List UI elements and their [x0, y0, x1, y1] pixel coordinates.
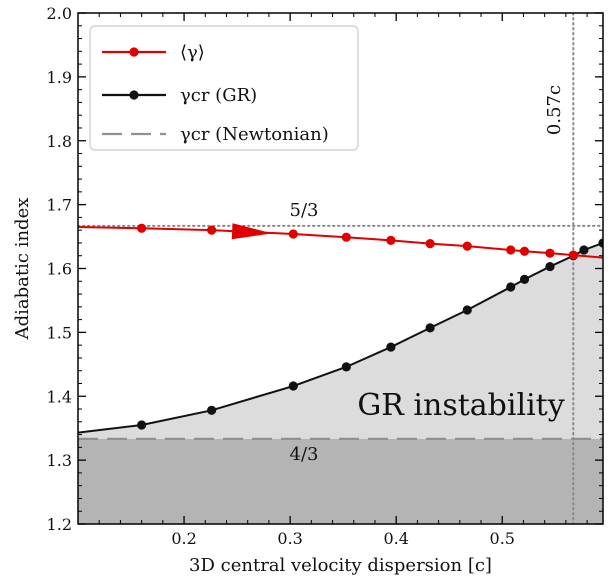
gr-critical-point [137, 420, 147, 430]
five-thirds-label: 5/3 [290, 200, 319, 221]
y-tick-label: 1.8 [47, 132, 72, 151]
gr-critical-point [579, 245, 589, 255]
gr-critical-point [341, 362, 351, 372]
mean-gamma-point [425, 238, 435, 249]
gr-critical-point [386, 342, 396, 352]
gr-critical-point [462, 305, 472, 315]
evolution-arrow [231, 223, 273, 240]
y-axis-title: Adiabatic index [12, 198, 33, 341]
gr-critical-point [207, 405, 217, 415]
mean-gamma-point [288, 229, 298, 239]
x-tick-label: 0.5 [490, 529, 515, 548]
y-tick-label: 1.2 [47, 515, 72, 534]
mean-gamma-point [137, 223, 147, 233]
legend-box [89, 25, 359, 151]
mean-gamma-point [386, 235, 396, 245]
legend-label: γcr (Newtonian) [180, 124, 329, 145]
gr-critical-point [506, 282, 516, 292]
x-tick-label: 0.2 [171, 529, 196, 548]
legend-marker [129, 47, 139, 57]
mean-gamma-point [341, 232, 351, 242]
mean-gamma-point [545, 248, 555, 258]
four-thirds-label: 4/3 [290, 444, 319, 465]
mean-gamma-point [568, 250, 578, 260]
mean-gamma-point [462, 241, 472, 251]
newtonian-instability-region [78, 438, 603, 524]
mean-gamma-point [519, 246, 530, 256]
gr-critical-point [288, 381, 298, 391]
legend-marker [129, 90, 139, 100]
mean-gamma-point [207, 225, 217, 235]
y-tick-label: 1.4 [47, 387, 72, 406]
gr-critical-point [519, 274, 530, 284]
y-tick-label: 1.9 [47, 68, 72, 87]
gr-critical-point [545, 261, 555, 272]
gr-critical-point [425, 323, 435, 333]
y-tick-label: 1.5 [47, 323, 72, 342]
y-tick-label: 1.3 [47, 451, 72, 470]
mean-gamma-point [506, 245, 516, 255]
y-tick-label: 1.7 [47, 196, 72, 215]
y-tick-label: 1.6 [47, 260, 72, 279]
x-tick-label: 0.3 [277, 529, 302, 548]
instability-label: GR instability [357, 388, 564, 423]
critical-dispersion-label: 0.57c [544, 85, 565, 135]
x-tick-label: 0.4 [383, 529, 408, 548]
gr-instability-region [78, 242, 603, 439]
legend-label: γcr (GR) [180, 85, 257, 106]
y-tick-label: 2.0 [47, 4, 72, 23]
legend-label: ⟨γ⟩ [180, 42, 205, 63]
x-axis-title: 3D central velocity dispersion [c] [189, 555, 492, 576]
